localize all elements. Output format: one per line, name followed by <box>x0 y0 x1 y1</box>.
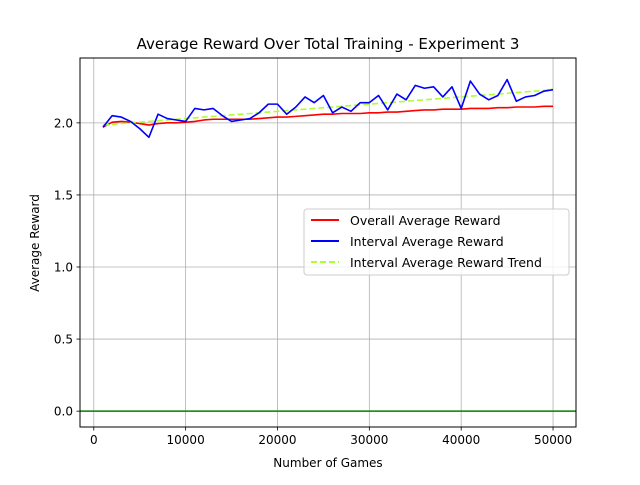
legend: Overall Average Reward Interval Average … <box>303 208 570 276</box>
y-tick-label: 2.0 <box>54 116 73 130</box>
y-axis-ticks: 0.0 0.5 1.0 1.5 2.0 <box>54 116 80 419</box>
y-tick-label: 0.0 <box>54 405 73 419</box>
series-line-interval-average <box>102 78 554 139</box>
series-line-overall-average <box>102 105 554 128</box>
grid <box>80 58 576 427</box>
series-layer <box>102 78 554 139</box>
legend-label-trend: Interval Average Reward Trend <box>350 255 542 270</box>
x-tick-label: 20000 <box>258 433 296 447</box>
chart-title: Average Reward Over Total Training - Exp… <box>137 35 520 53</box>
x-axis-label: Number of Games <box>273 456 382 470</box>
x-tick-label: 10000 <box>167 433 205 447</box>
x-tick-label: 30000 <box>350 433 388 447</box>
plot-frame <box>79 57 577 428</box>
x-axis-ticks: 0 10000 20000 30000 40000 50000 <box>90 427 572 447</box>
x-tick-label: 50000 <box>534 433 572 447</box>
y-tick-label: 1.0 <box>54 261 73 275</box>
y-tick-label: 1.5 <box>54 188 73 202</box>
y-tick-label: 0.5 <box>54 333 73 347</box>
x-tick-label: 40000 <box>442 433 480 447</box>
x-tick-label: 0 <box>90 433 98 447</box>
legend-frame <box>303 208 570 276</box>
series-line-interval-trend <box>102 88 554 126</box>
legend-label-interval: Interval Average Reward <box>350 234 504 249</box>
y-axis-label: Average Reward <box>28 194 42 292</box>
legend-label-overall: Overall Average Reward <box>350 213 501 228</box>
